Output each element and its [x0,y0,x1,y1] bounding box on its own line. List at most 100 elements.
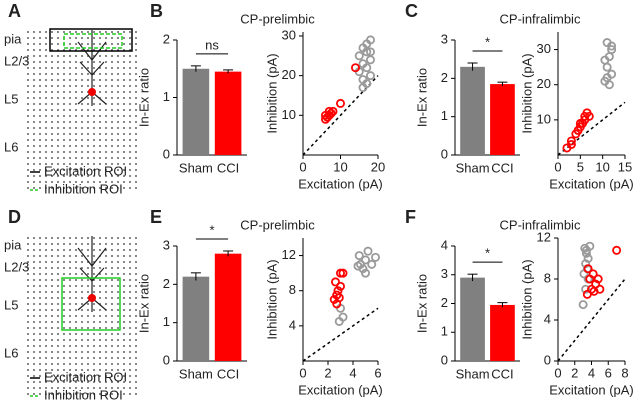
grid-dot [87,61,89,63]
data-point [360,268,370,278]
grid-dot [69,237,71,239]
grid-dot [117,333,119,335]
grid-dot [63,133,65,135]
grid-dot [27,309,29,311]
grid-dot [105,115,107,117]
grid-dot [81,31,83,33]
grid-dot [75,339,77,341]
grid-dot [93,255,95,257]
diagram: pia L2/3 L5 L6 Excitation ROI Inhibition ROI [4,236,137,402]
grid-dot [135,37,137,39]
grid-dot [27,321,29,323]
grid-dot [27,151,29,153]
grid-dot [129,285,131,287]
grid-dot [129,321,131,323]
grid-dot [105,369,107,371]
grid-dot [57,43,59,45]
grid-dot [39,273,41,275]
grid-dot [111,157,113,159]
grid-dot [57,243,59,245]
grid-dot [87,169,89,171]
grid-dot [81,381,83,383]
grid-dot [81,261,83,263]
grid-dot [99,31,101,33]
grid-dot [93,303,95,305]
grid-dot [75,85,77,87]
grid-dot [39,297,41,299]
grid-dot [57,303,59,305]
grid-dot [135,363,137,365]
grid-dot [81,345,83,347]
grid-dot [87,315,89,317]
grid-dot [93,121,95,123]
grid-dot [39,115,41,117]
grid-dot [51,139,53,141]
panel-label: A [8,1,21,21]
grid-dot [39,237,41,239]
grid-dot [57,345,59,347]
grid-dot [45,267,47,269]
grid-dot [69,169,71,171]
grid-dot [117,115,119,117]
grid-dot [69,109,71,111]
x-axis-label: Excitation (pA) [298,382,383,397]
significance-label: * [485,246,490,261]
grid-dot [27,327,29,329]
x-tick-label: 0 [554,365,561,380]
grid-dot [93,273,95,275]
grid-dot [63,187,65,189]
grid-dot [81,333,83,335]
grid-dot [99,139,101,141]
grid-dot [69,261,71,263]
grid-dot [75,285,77,287]
y-tick-label: 1 [163,314,170,329]
grid-dot [87,255,89,257]
grid-dot [39,61,41,63]
grid-dot [81,363,83,365]
grid-dot [75,357,77,359]
grid-dot [129,291,131,293]
grid-dot [99,369,101,371]
grid-dot [123,243,125,245]
grid-dot [129,133,131,135]
grid-dot [129,315,131,317]
grid-dot [75,327,77,329]
grid-dot [123,37,125,39]
grid-dot [45,357,47,359]
grid-dot [81,43,83,45]
grid-dot [135,351,137,353]
grid-dot [75,351,77,353]
grid-dot [39,267,41,269]
grid-dot [99,279,101,281]
grid-dot [99,333,101,335]
y-tick-label: 3 [163,237,170,252]
grid-dot [129,339,131,341]
data-point [581,284,591,294]
panel-label: C [405,1,418,21]
layer-label: L5 [4,297,18,312]
grid-dot [81,357,83,359]
data-point [578,300,588,310]
grid-dot [105,31,107,33]
bar [460,66,485,155]
grid-dot [129,73,131,75]
y-tick-label: 1 [441,108,448,123]
grid-dot [93,357,95,359]
grid-dot [57,393,59,395]
grid-dot [105,303,107,305]
grid-dot [135,303,137,305]
x-tick-label: 0 [299,365,306,380]
grid-dot [45,139,47,141]
grid-dot [111,363,113,365]
grid-dot [39,43,41,45]
x-tick-label: Sham [456,366,490,381]
data-point [584,111,594,121]
grid-dot [63,121,65,123]
x-tick-label: 6 [605,365,612,380]
grid-dot [129,237,131,239]
grid-dot [45,61,47,63]
y-axis-label: In-Ex ratio [414,274,429,333]
grid-dot [111,315,113,317]
y-tick-label: 0 [441,352,448,367]
grid-dot [135,243,137,245]
